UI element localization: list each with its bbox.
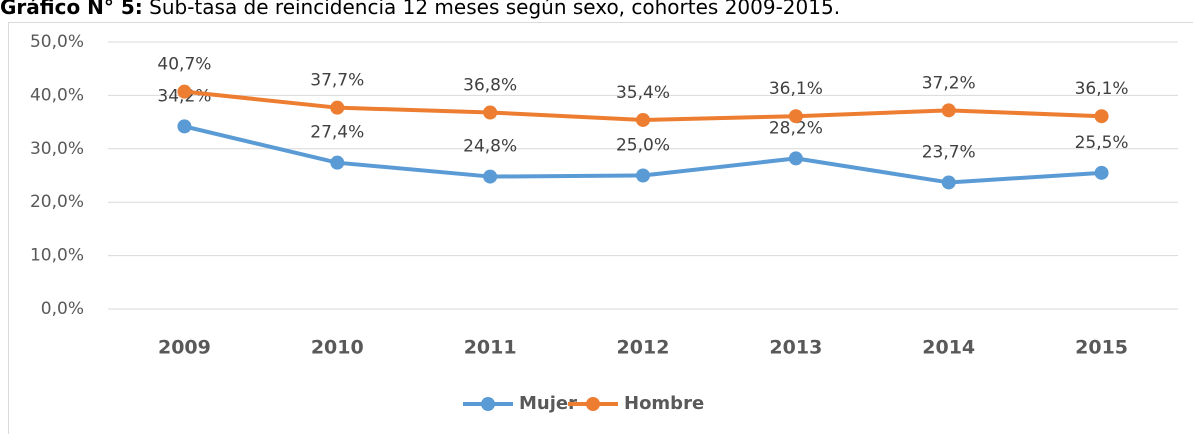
legend-label: Hombre xyxy=(624,393,704,414)
data-label: 37,2% xyxy=(922,73,976,93)
data-label: 28,2% xyxy=(769,118,823,138)
data-label: 24,8% xyxy=(463,137,517,157)
chart-subtitle: Sub-tasa de reincidencia 12 meses según … xyxy=(149,0,840,19)
point xyxy=(941,175,956,190)
point xyxy=(330,155,345,170)
x-tick-label: 2011 xyxy=(464,337,517,359)
point xyxy=(483,105,498,120)
point xyxy=(788,151,803,166)
y-tick-label: 50,0% xyxy=(30,32,84,52)
point xyxy=(636,112,650,127)
point xyxy=(941,103,956,118)
data-label: 27,4% xyxy=(310,123,364,143)
data-label: 36,1% xyxy=(769,79,823,99)
data-label: 37,7% xyxy=(310,71,364,91)
data-label: 25,0% xyxy=(616,136,670,156)
point xyxy=(788,109,803,124)
y-tick-label: 0,0% xyxy=(41,299,84,319)
point xyxy=(177,119,192,134)
data-label: 36,1% xyxy=(1075,79,1129,99)
point xyxy=(636,168,650,183)
y-tick-label: 20,0% xyxy=(30,192,84,212)
chart-title: Gráfico N° 5: xyxy=(0,0,143,19)
point xyxy=(1094,109,1109,124)
data-label: 36,8% xyxy=(463,75,517,95)
chart-heading: Gráfico N° 5: Sub-tasa de reincidencia 1… xyxy=(0,0,840,19)
legend-label: Mujer xyxy=(519,393,577,414)
data-label: 35,4% xyxy=(616,83,670,103)
point xyxy=(1094,165,1109,180)
point xyxy=(177,84,192,99)
x-tick-label: 2012 xyxy=(617,337,670,359)
x-tick-label: 2014 xyxy=(922,337,975,359)
x-tick-label: 2013 xyxy=(769,337,822,359)
legend-marker xyxy=(586,397,600,411)
data-label: 23,7% xyxy=(922,142,976,162)
x-tick-label: 2015 xyxy=(1075,337,1128,359)
point xyxy=(330,100,345,115)
data-label: 25,5% xyxy=(1075,133,1129,153)
point xyxy=(483,169,498,184)
x-tick-label: 2010 xyxy=(311,337,364,359)
x-tick-label: 2009 xyxy=(158,337,211,359)
y-tick-label: 40,0% xyxy=(30,85,84,105)
y-tick-label: 30,0% xyxy=(30,139,84,159)
data-label: 40,7% xyxy=(157,55,211,75)
y-tick-label: 10,0% xyxy=(30,246,84,266)
chart-frame xyxy=(8,22,1193,434)
legend-marker xyxy=(481,397,495,411)
